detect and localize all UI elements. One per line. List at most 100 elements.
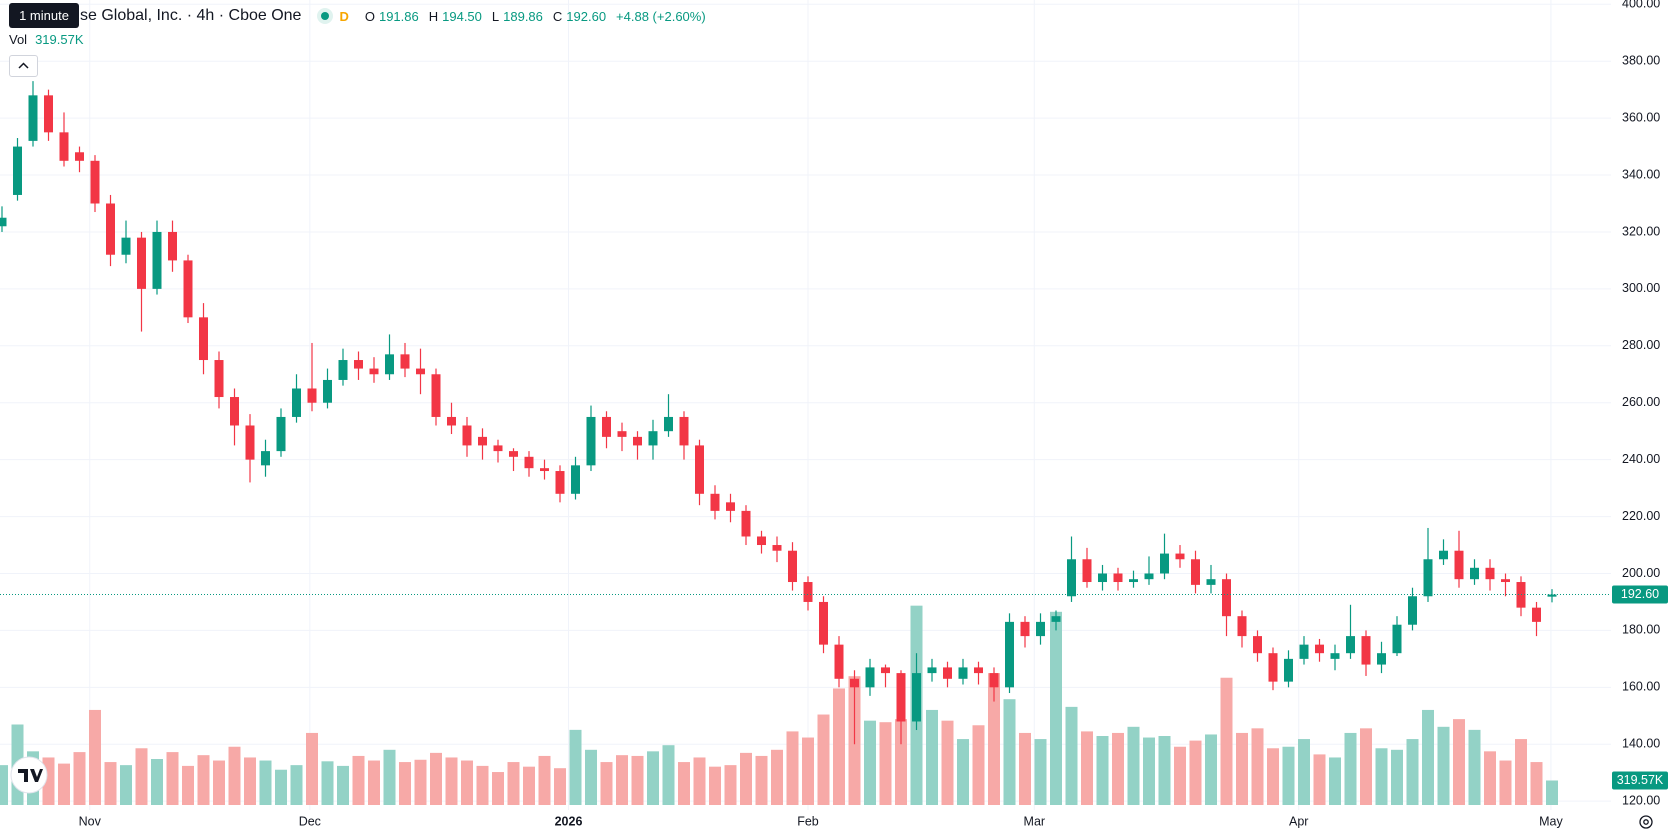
volume-bar	[724, 765, 737, 805]
last-price-box	[1612, 585, 1668, 604]
volume-bar	[1313, 754, 1326, 805]
volume-bar	[1530, 762, 1543, 805]
volume-bar	[399, 762, 411, 805]
volume-bar	[1329, 757, 1341, 805]
candle-body	[1299, 644, 1309, 659]
candle-body	[540, 468, 549, 472]
candle-body	[1439, 550, 1448, 560]
volume-bar	[740, 752, 752, 805]
candle-body	[416, 368, 425, 375]
volume-bar	[151, 759, 163, 805]
candle-body	[1098, 573, 1107, 583]
candle-body	[199, 317, 208, 361]
candle-body	[927, 667, 937, 674]
candle-body	[168, 231, 177, 261]
volume-bar	[569, 729, 582, 805]
volume-bar	[507, 762, 520, 805]
candle-body	[943, 667, 952, 679]
tooltip: 1 minute	[9, 3, 79, 28]
volume-bar	[1127, 726, 1140, 805]
candle-body	[44, 95, 53, 133]
candle-body	[1222, 579, 1231, 617]
volume-bar	[1158, 736, 1171, 805]
volume-bar	[554, 768, 566, 805]
candle-body	[1129, 579, 1138, 583]
candle-body	[75, 152, 84, 161]
candle-body	[1082, 559, 1092, 583]
candle-body	[1346, 636, 1355, 654]
volume-bar	[895, 719, 907, 805]
volume-bar	[1220, 677, 1233, 805]
candle-body	[152, 231, 162, 289]
candle-body	[1144, 573, 1154, 580]
candle-body	[307, 388, 317, 403]
last-price-label: 192.60	[1621, 587, 1659, 601]
volume-bar	[0, 765, 8, 805]
volume-bar	[802, 737, 814, 805]
candle-body	[59, 132, 69, 161]
y-tick-label: 300.00	[1622, 281, 1660, 295]
symbol-title[interactable]: se Global, Inc. · 4h · Cboe One	[80, 7, 302, 24]
candle-body	[1191, 559, 1200, 585]
settings-icon[interactable]	[1636, 812, 1656, 832]
candle-body	[1067, 559, 1076, 597]
candle-body	[1408, 596, 1417, 625]
candle-body	[385, 354, 394, 375]
candle-body	[896, 673, 906, 722]
volume-bar	[1375, 748, 1388, 805]
candle-body	[555, 471, 565, 494]
candle-body	[648, 431, 658, 446]
volume-bar	[1236, 732, 1248, 805]
candle-body	[1532, 607, 1541, 622]
volume-bar	[988, 673, 1000, 805]
volume-bar	[1251, 728, 1264, 805]
candle-body	[276, 416, 286, 452]
volume-bar	[1174, 746, 1186, 805]
volume-bar	[244, 757, 256, 805]
candle-body	[121, 237, 131, 255]
volume-bar	[213, 760, 225, 805]
volume-bar	[1143, 737, 1155, 805]
volume-bar	[616, 755, 628, 805]
candle-body	[431, 374, 441, 417]
candle-body	[1547, 594, 1557, 597]
volume-bar	[1515, 739, 1527, 805]
interval-badge: D	[339, 8, 349, 24]
volume-bar	[476, 765, 489, 805]
volume-bar	[58, 763, 70, 805]
candle-body	[1501, 579, 1510, 583]
volume-bar	[678, 762, 690, 805]
low-name: L	[491, 8, 500, 24]
x-tick-label: 2026	[555, 814, 583, 828]
logo[interactable]	[9, 755, 49, 795]
y-tick-label: 120.00	[1622, 793, 1660, 807]
volume-bar	[228, 746, 241, 805]
candle-body	[1175, 553, 1185, 560]
volume-bar	[926, 709, 938, 805]
y-tick-label: 140.00	[1622, 737, 1660, 751]
candle-body	[1237, 616, 1247, 637]
candle-body	[664, 416, 673, 432]
candle-body	[462, 425, 472, 446]
volume-bar	[600, 762, 613, 805]
volume-bar	[1422, 709, 1434, 805]
y-tick-label: 240.00	[1622, 452, 1660, 466]
change-value: +4.88 (+2.60%)	[616, 8, 706, 24]
candle-body	[354, 360, 363, 369]
volume-bar	[1453, 719, 1465, 805]
candle-body	[772, 545, 782, 551]
chevron-icon	[18, 62, 29, 69]
low-value: 189.86	[503, 8, 543, 24]
volume-bar	[647, 751, 659, 805]
volume-bar	[1499, 760, 1512, 805]
high-name: H	[428, 8, 439, 24]
candle-body	[137, 237, 146, 289]
collapse-button[interactable]	[9, 55, 38, 77]
volume-bar	[1484, 751, 1496, 805]
candle-body	[1392, 624, 1402, 654]
candle-body	[28, 95, 38, 141]
y-tick-label: 380.00	[1622, 53, 1660, 67]
volume-bar	[89, 709, 101, 805]
candle-body	[493, 445, 503, 452]
